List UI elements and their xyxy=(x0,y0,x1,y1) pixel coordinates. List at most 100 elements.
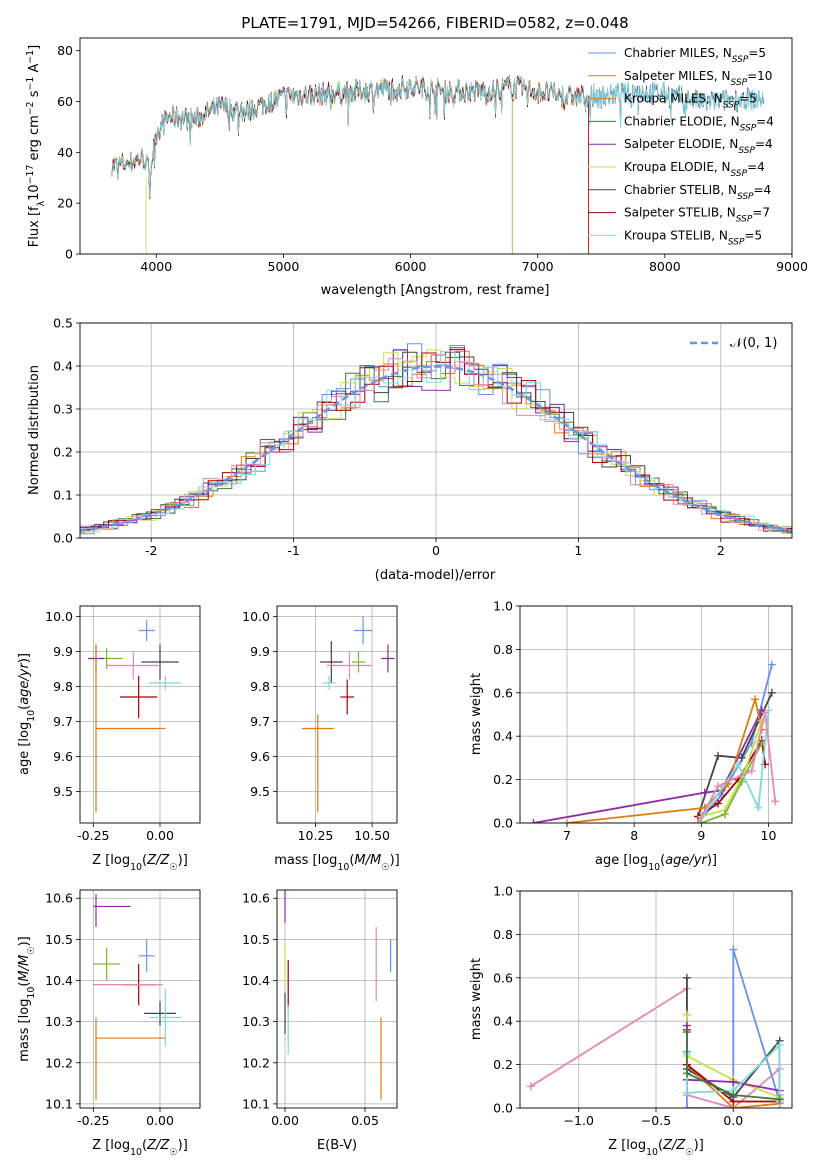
x-tick-label: −0.5 xyxy=(641,1113,671,1128)
mass-weight-marker xyxy=(767,688,776,697)
mass-weight-marker xyxy=(529,819,538,823)
legend-entry: Kroupa MILES, NSSP=5 xyxy=(624,92,757,111)
mass-weight-marker xyxy=(682,973,691,982)
x-axis-label: Z [log10(Z/Z☉)] xyxy=(608,1138,704,1158)
legend-entry: Salpeter STELIB, NSSP=7 xyxy=(624,206,770,225)
x-tick-label: 2 xyxy=(717,543,725,558)
spectrum-series-line xyxy=(111,75,513,254)
mass-weight-marker xyxy=(714,751,723,760)
y-tick-label: 10.4 xyxy=(45,973,73,988)
y-tick-label: 0.0 xyxy=(493,1101,513,1116)
mass-weight-marker xyxy=(700,788,709,797)
x-axis-label: Z [log10(Z/Z☉)] xyxy=(92,1138,188,1158)
legend-entry: Chabrier STELIB, NSSP=4 xyxy=(624,183,771,202)
residual-legend: 𝒩(0, 1) xyxy=(690,336,777,351)
mass_vs_ebv-plot-area xyxy=(277,890,397,1108)
mass_vs_ebv-axes: 0.00 0.05 10.1 10.2 10.3 10.4 10.5 10.6 xyxy=(242,889,398,1128)
y-tick-label: 10.5 xyxy=(45,932,73,947)
spectrum-series-line xyxy=(111,76,513,254)
spectrum-series-line xyxy=(111,75,589,254)
x-tick-label: 9 xyxy=(697,828,705,843)
mass-weight-line xyxy=(686,1032,780,1101)
y-tick-label: 10.3 xyxy=(45,1014,73,1029)
spectrum-data xyxy=(111,75,765,254)
y-tick-label: 9.5 xyxy=(53,784,73,799)
spectrum-axes: 4000 5000 6000 7000 8000 9000 0 20 40 60 80 xyxy=(57,37,808,274)
x-axis-label: mass [log10(M/M☉)] xyxy=(274,853,400,873)
mass-weight-marker xyxy=(775,1041,784,1050)
residuals-frame xyxy=(79,322,793,539)
mass_vs_ebv-data xyxy=(284,890,392,1100)
legend-entry: Kroupa ELODIE, NSSP=4 xyxy=(624,160,765,179)
mass-weight-marker xyxy=(751,695,760,704)
y-tick-label: 0.6 xyxy=(493,685,513,700)
age_vs_Z-frame xyxy=(79,605,201,824)
mass-weight-line xyxy=(700,742,763,823)
x-axis-label: Z [log10(Z/Z☉)] xyxy=(92,853,188,873)
mass-weight-line xyxy=(701,720,763,818)
x-axis-label: wavelength [Angstrom, rest frame] xyxy=(321,283,550,298)
y-tick-label: 10.4 xyxy=(242,973,270,988)
x-tick-label: 7000 xyxy=(522,259,554,274)
age_vs_Z-plot-area xyxy=(80,606,200,823)
y-tick-label: 9.6 xyxy=(53,749,73,764)
histogram-step-line xyxy=(80,356,792,533)
x-tick-label: 6000 xyxy=(395,259,427,274)
x-tick-label: 4000 xyxy=(140,259,172,274)
x-tick-label: 8 xyxy=(630,828,638,843)
x-tick-label: 1 xyxy=(574,543,582,558)
x-tick-label: -1 xyxy=(287,543,299,558)
legend-entry: Salpeter MILES, NSSP=10 xyxy=(624,69,772,88)
y-tick-label: 10.1 xyxy=(45,1096,73,1111)
mass_vs_Z-data xyxy=(93,894,182,1100)
mass-weight-line xyxy=(533,709,763,823)
legend-entry: 𝒩(0, 1) xyxy=(730,336,777,351)
y-axis-label: mass weight xyxy=(469,673,484,755)
y-tick-label: 1.0 xyxy=(493,884,513,899)
histogram-step-line xyxy=(80,351,792,532)
y-tick-label: 9.9 xyxy=(53,644,73,659)
legend-entry: Kroupa STELIB, NSSP=5 xyxy=(624,228,762,247)
y-tick-label: 0.2 xyxy=(53,445,73,460)
x-tick-label: 0.0 xyxy=(723,1113,743,1128)
y-tick-label: 10.6 xyxy=(242,891,270,906)
age_vs_mass-frame xyxy=(276,605,398,824)
mass-weight-marker xyxy=(747,766,756,775)
age_vs_mass-data xyxy=(301,616,395,813)
x-tick-label: 8000 xyxy=(649,259,681,274)
y-tick-label: 60 xyxy=(57,94,73,109)
y-tick-label: 9.9 xyxy=(250,644,270,659)
age_vs_mass-axes: 10.25 10.50 9.5 9.6 9.7 9.8 9.9 10.0 xyxy=(242,605,398,843)
y-tick-label: 9.8 xyxy=(250,679,270,694)
y-tick-label: 20 xyxy=(57,196,73,211)
mass-weight-marker xyxy=(693,819,702,823)
y-tick-label: 1.0 xyxy=(493,599,513,614)
age_vs_Z-data xyxy=(88,620,182,813)
y-tick-label: 0.1 xyxy=(53,488,73,503)
x-axis-label: E(B-V) xyxy=(317,1138,357,1153)
x-tick-label: −1.0 xyxy=(564,1113,594,1128)
mass-weight-marker xyxy=(714,782,723,791)
x-tick-label: 0.00 xyxy=(271,1113,299,1128)
spectrum-series-line xyxy=(111,75,589,254)
mass-weight-line xyxy=(697,710,770,823)
mass_vs_Z-axes: -0.25 0.00 10.1 10.2 10.3 10.4 10.5 10.6 xyxy=(45,889,201,1128)
x-tick-label: -2 xyxy=(145,543,157,558)
y-axis-label: mass weight xyxy=(469,958,484,1040)
legend-entry: Salpeter ELODIE, NSSP=4 xyxy=(624,137,773,156)
y-tick-label: 0.4 xyxy=(53,359,73,374)
y-tick-label: 10.3 xyxy=(242,1014,270,1029)
mass_vs_ebv-frame xyxy=(276,889,398,1109)
mass-weight-marker xyxy=(761,708,770,717)
y-axis-label: Flux [fλ10−17 erg cm−2 s−1 A−1] xyxy=(25,45,47,247)
mass-weight-marker xyxy=(526,1082,535,1091)
y-tick-label: 0.2 xyxy=(493,772,513,787)
y-tick-label: 9.8 xyxy=(53,679,73,694)
y-tick-label: 0.0 xyxy=(53,531,73,546)
x-tick-label: -0.25 xyxy=(77,1113,109,1128)
x-tick-label: 9000 xyxy=(776,259,808,274)
mass_weight_vs_age-frame xyxy=(519,605,793,824)
x-tick-label: 10.50 xyxy=(354,828,390,843)
y-tick-label: 10.2 xyxy=(45,1055,73,1070)
mass_vs_Z-frame xyxy=(79,889,201,1109)
